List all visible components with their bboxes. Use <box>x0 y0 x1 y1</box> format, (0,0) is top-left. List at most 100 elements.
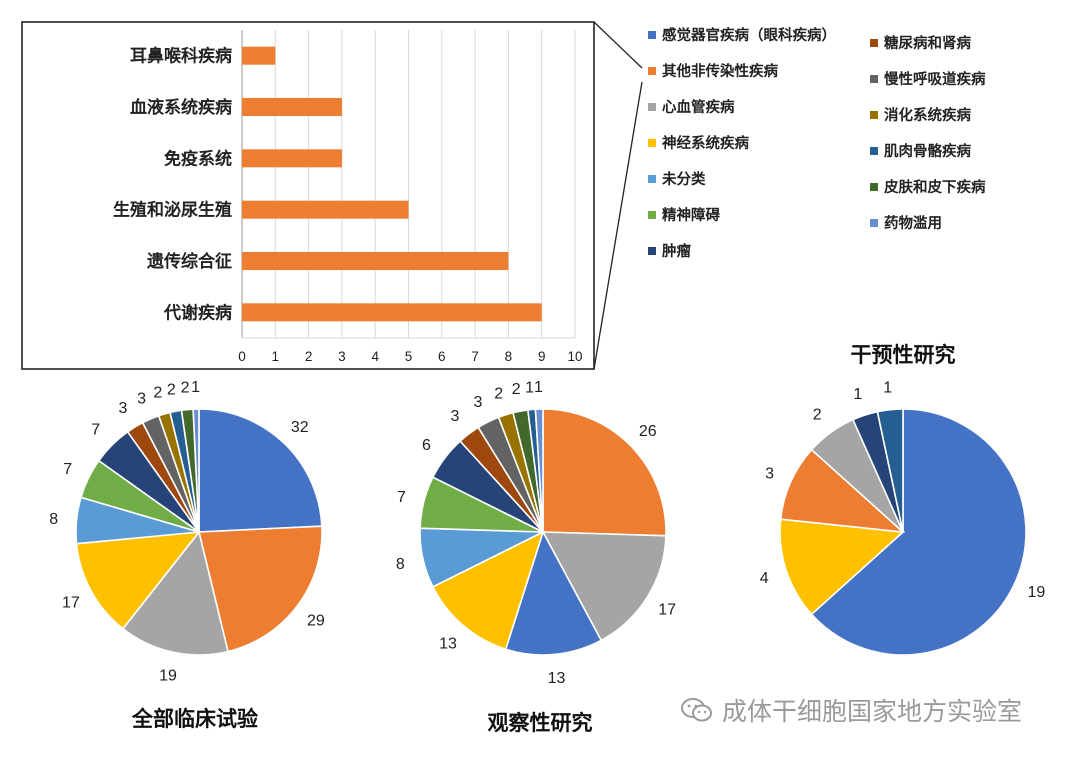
pie-slice-label: 2 <box>494 386 503 403</box>
legend-label: 消化系统疾病 <box>884 106 971 124</box>
legend-label: 皮肤和皮下疾病 <box>884 178 986 196</box>
bar <box>242 252 509 270</box>
category-label: 生殖和泌尿生殖 <box>113 200 232 221</box>
legend-label: 其他非传染性疾病 <box>662 62 778 80</box>
pie-slice-label: 7 <box>91 422 100 439</box>
pie-slice <box>75 531 201 630</box>
watermark: 成体干细胞国家地方实验室 <box>680 692 1022 729</box>
pie-title-interventional: 干预性研究 <box>851 343 956 367</box>
x-tick-label: 3 <box>338 349 346 364</box>
x-tick-label: 8 <box>505 349 513 364</box>
pie-slice-label: 3 <box>119 400 128 417</box>
pie-slice <box>198 408 323 533</box>
pie-slice-label: 29 <box>307 612 325 629</box>
x-tick-label: 9 <box>538 349 546 364</box>
pie-slice <box>504 529 603 656</box>
pie-slice <box>779 518 905 616</box>
pie-slice-label: 19 <box>159 667 177 684</box>
legend-swatch <box>870 111 878 119</box>
legend-label: 感觉器官疾病（眼科疾病） <box>662 26 836 44</box>
legend: 感觉器官疾病（眼科疾病） 其他非传染性疾病心血管疾病神经系统疾病未分类精神障碍肿瘤… <box>648 26 986 260</box>
pie-slice-label: 4 <box>760 570 769 587</box>
pie-slice-label: 7 <box>397 489 406 506</box>
legend-swatch <box>648 211 656 219</box>
pie-slice-label: 8 <box>49 511 58 528</box>
category-label: 遗传综合征 <box>146 251 232 272</box>
legend-swatch <box>648 31 656 39</box>
legend-label: 精神障碍 <box>662 206 720 224</box>
pie-slice-label: 1 <box>883 380 892 397</box>
pie-slice <box>542 408 667 537</box>
pie-slice <box>876 408 904 533</box>
legend-swatch <box>648 67 656 75</box>
legend-label: 肿瘤 <box>662 242 691 260</box>
legend-swatch <box>870 183 878 191</box>
legend-label: 糖尿病和肾病 <box>884 34 971 52</box>
legend-swatch <box>870 39 878 47</box>
pie-slice-label: 2 <box>153 385 162 402</box>
category-label: 代谢疾病 <box>163 302 232 323</box>
x-tick-label: 1 <box>272 349 280 364</box>
pie-slice <box>779 448 906 534</box>
bar-chart: 0 1 2 3 4 5 6 7 8 9 10 耳鼻喉科疾病血液系统疾病免疫系统生殖和泌尿生殖遗传综合征… <box>113 30 583 364</box>
legend-label: 慢性呼吸道疾病 <box>884 70 986 88</box>
x-tick-label: 0 <box>238 349 246 364</box>
pie-slice-label: 26 <box>639 423 657 440</box>
pie-slice <box>534 408 544 533</box>
x-tick-label: 5 <box>405 349 413 364</box>
x-tick-label: 4 <box>371 349 379 364</box>
pie-chart-interventional: 19 4 3 2 1 1 <box>760 380 1045 656</box>
pie-slice-label: 2 <box>181 379 190 396</box>
legend-swatch <box>648 247 656 255</box>
wechat-icon <box>680 697 714 729</box>
pie-slice-label: 19 <box>1027 584 1045 601</box>
pie-slice <box>810 408 1027 656</box>
connector-line-top <box>593 21 643 69</box>
legend-swatch <box>870 219 878 227</box>
bar <box>242 98 342 116</box>
pie-title-all-trials: 全部临床试验 <box>131 707 258 731</box>
pie-slice <box>121 530 229 656</box>
legend-label: 神经系统疾病 <box>662 134 749 152</box>
category-label: 血液系统疾病 <box>130 97 232 118</box>
bar <box>242 149 342 168</box>
pie-slice-label: 13 <box>439 636 457 653</box>
bar <box>242 200 409 219</box>
pie-slice-label: 7 <box>63 461 72 478</box>
x-tick-label: 2 <box>305 349 313 364</box>
pie-slice-label: 17 <box>62 595 80 612</box>
pie-slice-label: 3 <box>137 391 146 408</box>
legend-label: 肌肉骨骼疾病 <box>884 142 971 160</box>
watermark-text: 成体干细胞国家地方实验室 <box>722 697 1023 726</box>
legend-label: 药物滥用 <box>884 214 942 232</box>
pie-slice <box>541 531 667 642</box>
legend-swatch <box>648 139 656 147</box>
legend-label: 未分类 <box>661 170 706 188</box>
pie-slice-label: 3 <box>473 394 482 411</box>
legend-swatch <box>870 75 878 83</box>
x-tick-label: 6 <box>438 349 446 364</box>
pie-slice-label: 8 <box>396 556 405 573</box>
pie-slice-label: 2 <box>813 407 822 424</box>
pie-slice <box>192 408 200 533</box>
pie-slice-label: 3 <box>765 465 774 482</box>
pie-slice <box>431 530 545 651</box>
bar <box>242 46 276 65</box>
x-tick-label: 10 <box>567 349 582 364</box>
pie-slice-label: 1 <box>534 379 543 396</box>
pie-title-observational: 观察性研究 <box>488 711 593 735</box>
legend-label: 心血管疾病 <box>662 98 735 116</box>
legend-swatch <box>648 103 656 111</box>
pie-slice-label: 13 <box>548 670 566 687</box>
pie-slice-label: 2 <box>512 381 521 398</box>
pie-slice-label: 32 <box>291 419 309 436</box>
legend-swatch <box>648 175 656 183</box>
pie-slice <box>197 525 323 653</box>
connector-line-bottom <box>593 81 643 370</box>
pie-slice-label: 1 <box>191 379 200 396</box>
x-tick-label: 7 <box>471 349 479 364</box>
pie-slice-label: 6 <box>422 437 431 454</box>
